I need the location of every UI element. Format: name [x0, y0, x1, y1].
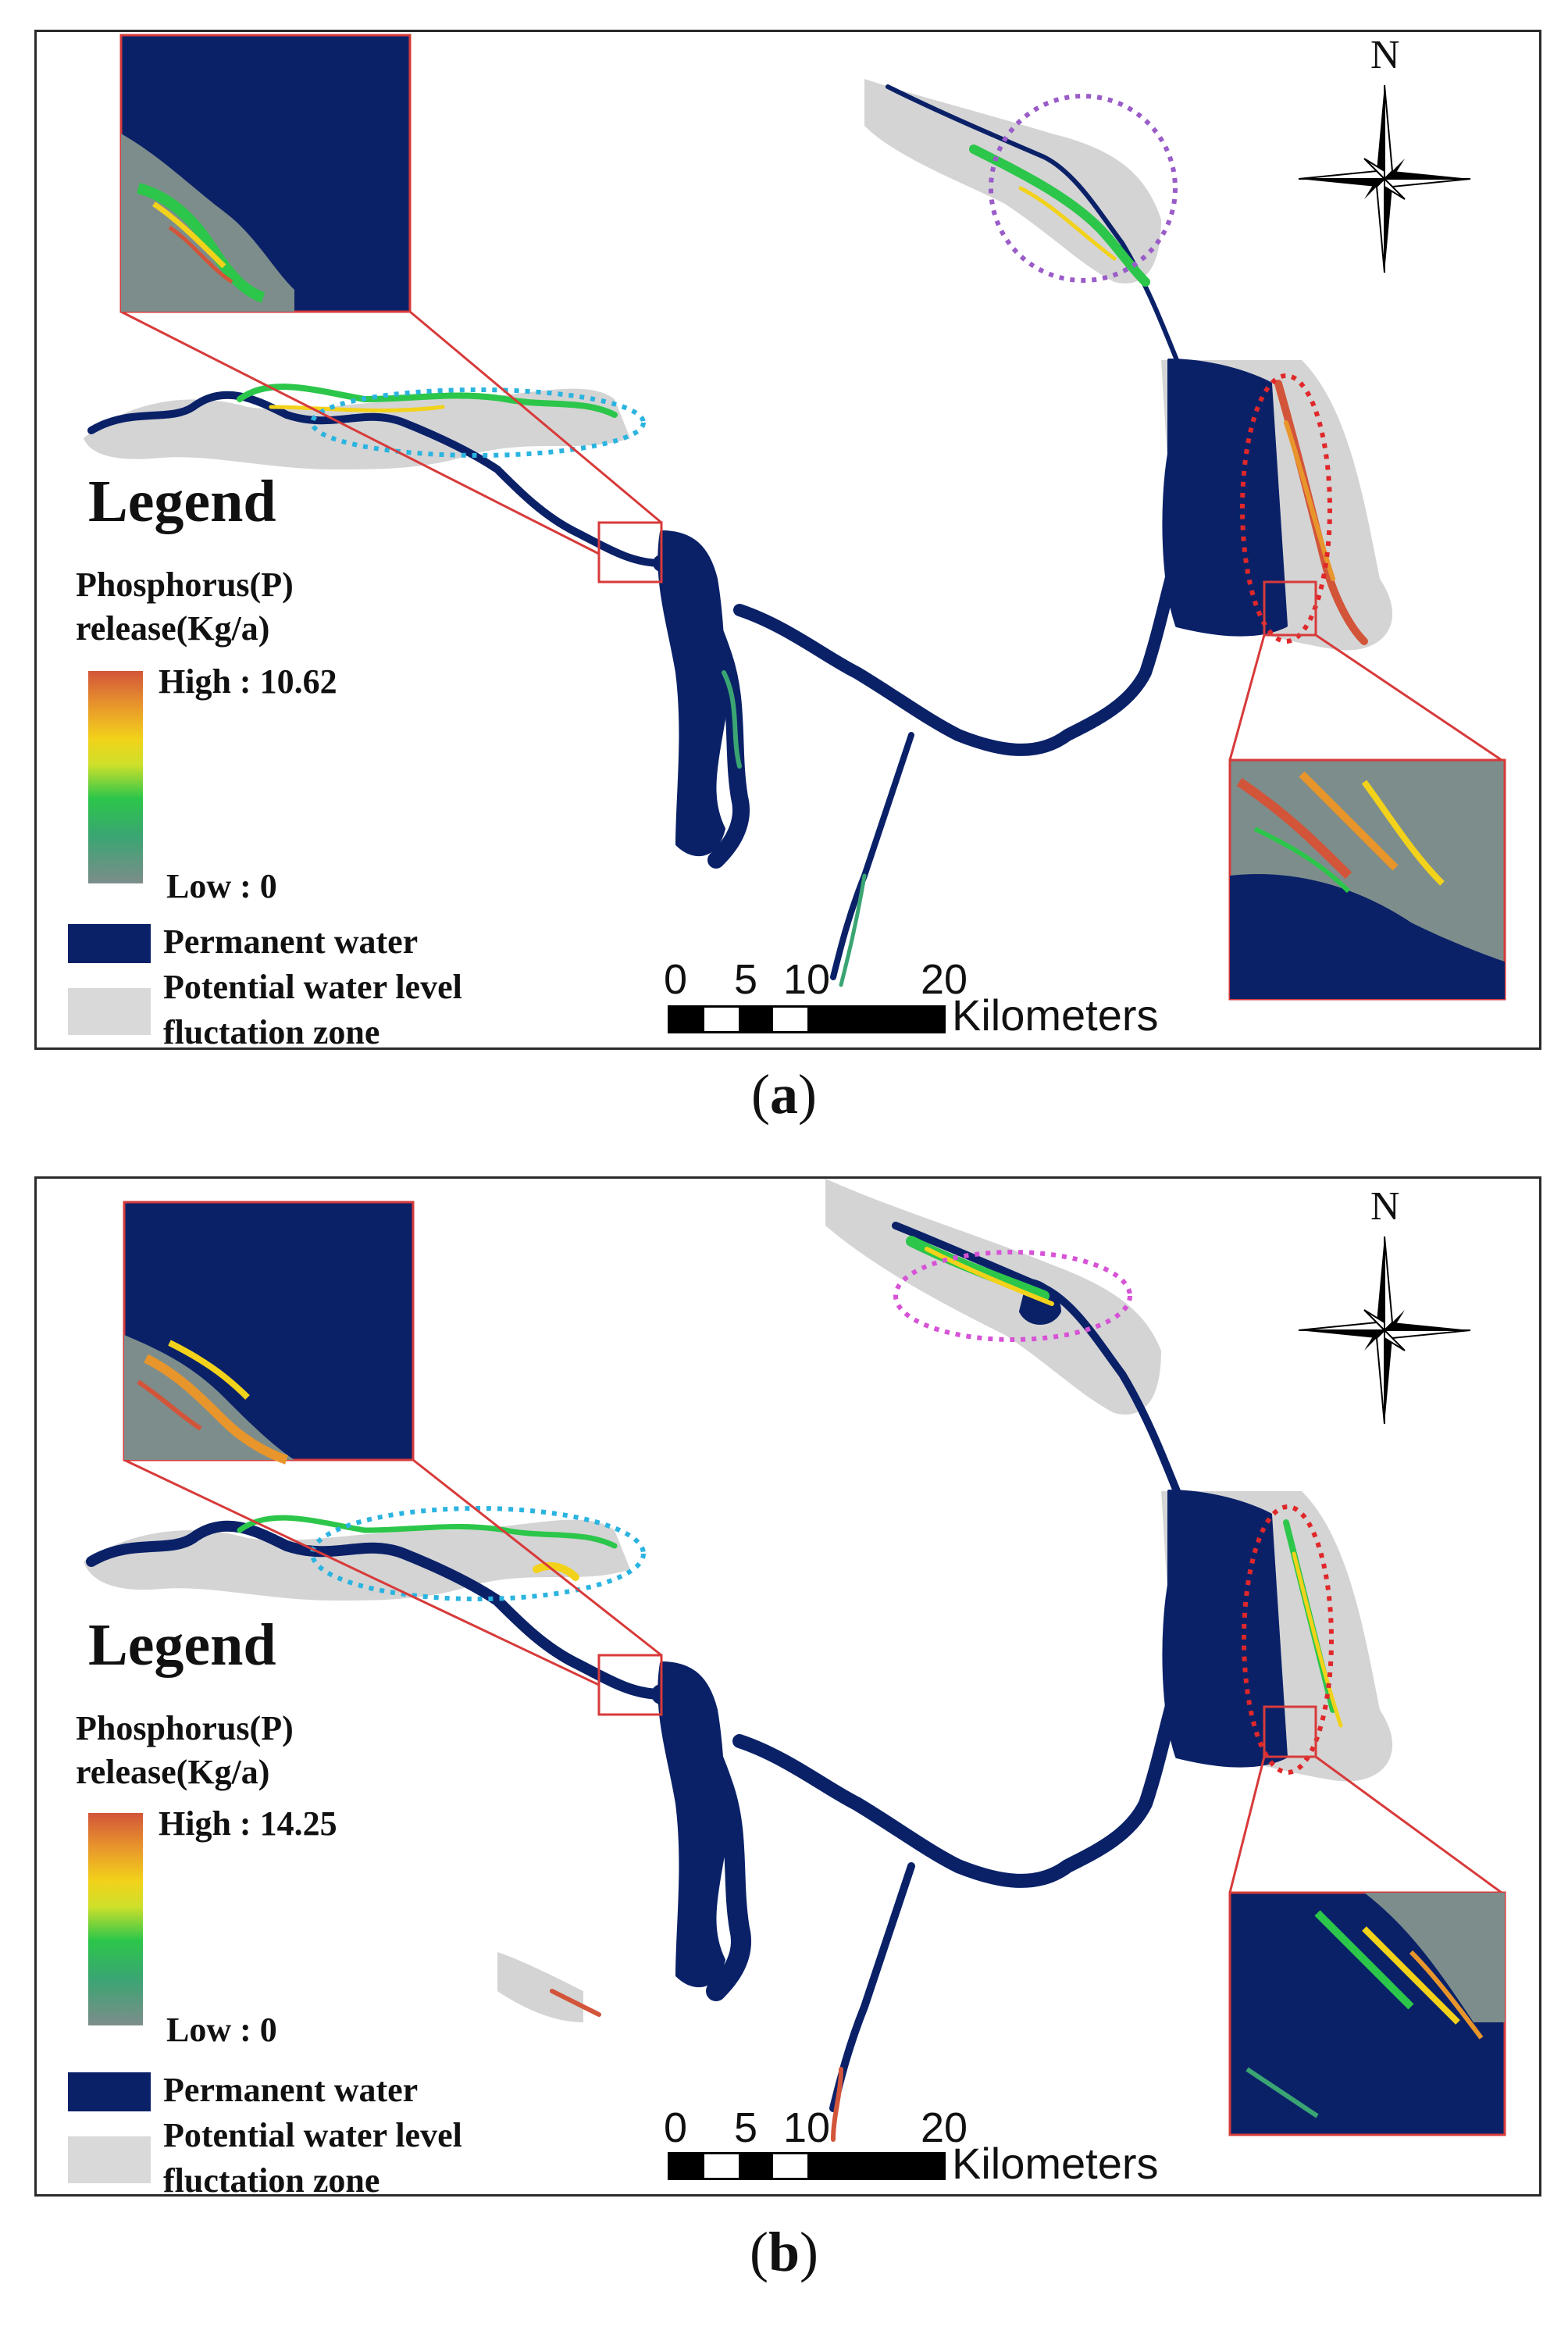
caption-b: (b): [749, 2221, 818, 2283]
fluctuation-zone-swatch: [68, 988, 151, 1035]
color-ramp: [88, 1813, 143, 2025]
scale-bar-icon: [668, 2152, 946, 2180]
inset-lower-right-a: [1228, 580, 1506, 1001]
ramp-low-label: Low : 0: [166, 867, 277, 905]
north-label: N: [1370, 33, 1400, 77]
fluctuation-zone-swatch: [68, 2136, 151, 2183]
scale-tick: 0: [663, 956, 688, 1003]
scale-ticks: 0 5 10 20: [654, 955, 982, 1003]
reservoir-map-b: [84, 1179, 1506, 2142]
north-label: N: [1370, 1184, 1400, 1229]
highlight-ellipse-blue-b: [310, 1506, 646, 1601]
highlight-ellipse-purple-a: [989, 94, 1178, 283]
ramp-high-label: High : 14.25: [159, 1804, 337, 1843]
caption-a: (a): [751, 1063, 817, 1126]
permanent-water-swatch: [68, 2072, 151, 2111]
fluctuation-zone-label: Potential water level fluctation zone: [163, 968, 462, 1050]
color-ramp: [88, 671, 143, 883]
scale-tick: 0: [663, 2104, 688, 2151]
inset-upper-left-a: [119, 34, 663, 584]
scale-bar-icon: [668, 1005, 946, 1033]
legend-subtitle: Phosphorus(P) release(Kg/a): [76, 566, 294, 648]
north-arrow-icon: [1298, 1236, 1471, 1425]
highlight-ellipse-blue-a: [310, 387, 646, 458]
inset-lower-right-b: [1228, 1705, 1506, 2136]
ramp-low-label: Low : 0: [166, 2011, 277, 2049]
legend-title: Legend: [88, 1612, 276, 1678]
phosphorus-fringe-b: [237, 1236, 1343, 2142]
scale-tick: 5: [733, 956, 758, 1003]
inset-upper-left-b: [123, 1201, 663, 1716]
scale-ticks: 0 5 10 20: [654, 2104, 982, 2151]
permanent-water-label: Permanent water: [163, 2071, 419, 2109]
scale-tick: 20: [920, 2104, 968, 2151]
scale-unit-label: Kilometers: [952, 2139, 1159, 2188]
scale-tick: 5: [733, 2104, 758, 2151]
permanent-water-label: Permanent water: [163, 923, 419, 961]
fluctuation-zone-label: Potential water level fluctation zone: [163, 2116, 462, 2197]
reservoir-map-a: [84, 34, 1506, 1001]
scale-tick: 10: [782, 956, 831, 1003]
north-arrow-icon: [1298, 84, 1471, 273]
legend-subtitle: Phosphorus(P) release(Kg/a): [76, 1709, 294, 1791]
permanent-water-swatch: [68, 924, 151, 963]
ramp-high-label: High : 10.62: [159, 662, 337, 701]
permanent-water-a: [87, 84, 1288, 980]
highlight-ellipse-red-a: [1240, 373, 1332, 644]
map-panel-b: N Legend Phosphorus(P) release(Kg/a) Hig…: [34, 1176, 1541, 2197]
caption-letter-a: a: [770, 1063, 798, 1126]
scale-unit-label: Kilometers: [952, 990, 1159, 1040]
legend-title: Legend: [88, 469, 276, 534]
phosphorus-fringe-a: [237, 145, 1368, 987]
scale-tick: 20: [920, 956, 968, 1003]
caption-letter-b: b: [768, 2221, 800, 2283]
permanent-water-b: [86, 1222, 1288, 2112]
highlight-ellipse-purple-b: [893, 1250, 1132, 1342]
highlight-ellipse-red-b: [1242, 1504, 1334, 1775]
scale-tick: 10: [782, 2104, 831, 2151]
map-panel-a: N Legend Phosphorus(P) release(Kg/a) Hig…: [34, 30, 1541, 1050]
